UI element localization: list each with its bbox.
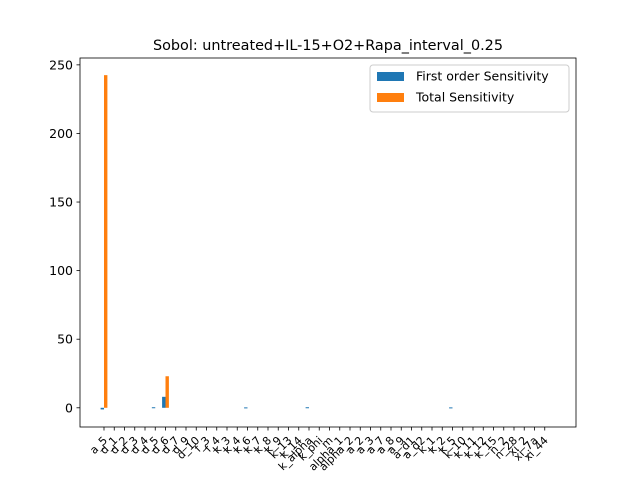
bar-total-d_6 — [165, 376, 169, 408]
y-tick-label: 200 — [49, 126, 73, 141]
bar-first-order-k_6 — [244, 407, 248, 409]
plot-area — [79, 57, 577, 428]
y-axis: 0 50 100 150 200 250 — [49, 57, 80, 415]
bar-first-order-a_5 — [100, 407, 104, 410]
y-tick-label: 250 — [49, 57, 73, 72]
legend-swatch — [377, 72, 404, 81]
y-tick-label: 50 — [57, 332, 73, 347]
y-tick-label: 0 — [65, 400, 73, 415]
legend: First order Sensitivity Total Sensitivity — [369, 64, 570, 113]
bar-first-order-k_alpha — [305, 407, 309, 409]
legend-label: Total Sensitivity — [415, 90, 515, 105]
y-tick-label: 150 — [49, 195, 73, 210]
plot-frame — [79, 57, 577, 428]
bar-total-a_5 — [104, 75, 108, 408]
y-tick-label: 100 — [49, 263, 73, 278]
chart-title: Sobol: untreated+IL-15+O2+Rapa_interval_… — [153, 38, 503, 54]
legend-swatch — [377, 93, 404, 102]
legend-box — [369, 64, 570, 113]
bar-first-order-d_6 — [162, 396, 166, 408]
legend-label: First order Sensitivity — [416, 69, 549, 84]
bar-first-order-d_5 — [151, 407, 156, 409]
bar-first-order-k_5 — [449, 407, 453, 409]
x-axis: a_5d_1d_2d_3d_4d_5d_6d_7d_9d_10f_3f_4k_3… — [87, 427, 551, 474]
